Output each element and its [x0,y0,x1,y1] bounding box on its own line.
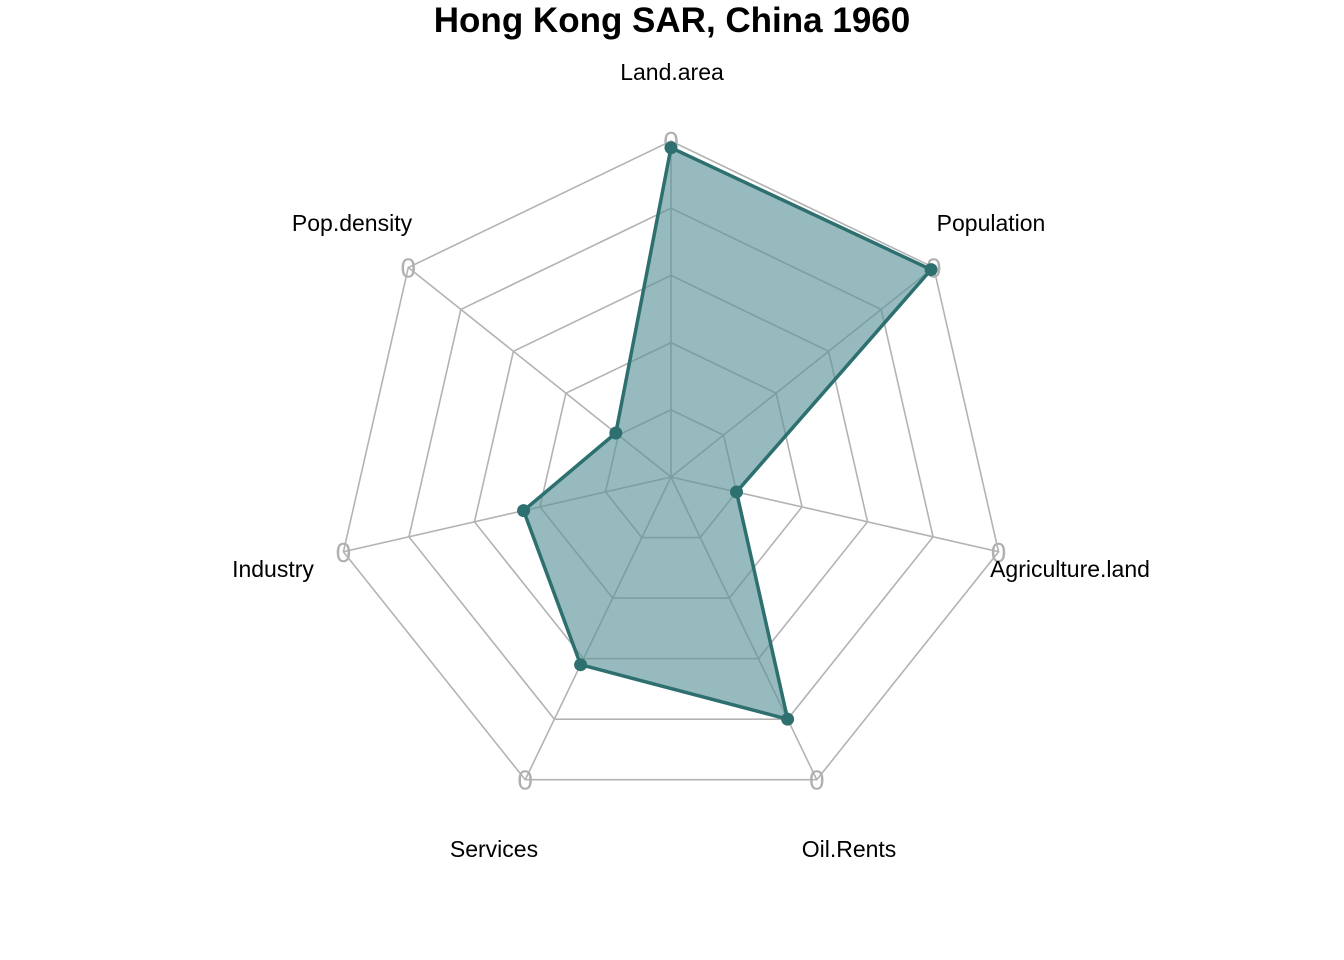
grid-ring [408,207,934,720]
series-point [609,426,623,440]
series-polygon [521,145,933,721]
axis-label: Industry [232,556,314,582]
series-point [730,485,744,499]
series-point [924,263,938,277]
axis-label: Pop.density [292,210,413,236]
series-point [517,504,531,518]
axis-label: Services [450,836,538,862]
ring-value-label: 0 [991,537,1007,568]
axis-label: Agriculture.land [990,556,1150,582]
radar-series [517,141,938,726]
axis-label: Land.area [620,59,724,85]
grid-ring [342,140,1000,781]
ring-value-label: 0 [336,537,352,568]
axis-label: Population [937,210,1046,236]
ring-value-label: 0 [517,765,533,796]
series-point [574,658,588,672]
axis-label: Oil.Rents [802,836,897,862]
chart-title: Hong Kong SAR, China 1960 [434,1,910,40]
series-point [664,141,678,155]
axis-labels: Land.area Population Agriculture.land Oil.R… [232,59,1150,862]
series-point [781,712,795,726]
ring-value-label: 0 [401,253,417,284]
ring-value-label: 0 [809,765,825,796]
